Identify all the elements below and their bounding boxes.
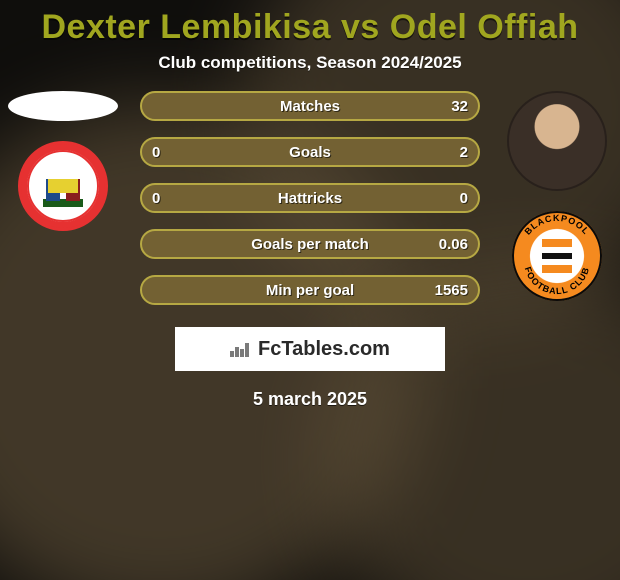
stat-right-value: 0.06 [439,236,468,253]
stat-bar: Min per goal 1565 [140,275,480,305]
svg-text:BLACKPOOL: BLACKPOOL [523,213,592,237]
stat-label: Matches [280,98,340,115]
stat-bar: Matches 32 [140,91,480,121]
barnsley-crest-icon [38,161,88,211]
stat-label: Goals per match [251,236,369,253]
stat-right-value: 1565 [435,282,468,299]
page-title: Dexter Lembikisa vs Odel Offiah [41,8,578,47]
blackpool-crest-icon [536,235,578,277]
brand-box: FcTables.com [175,327,445,371]
stat-left-value: 0 [152,190,160,207]
brand-chart-icon [230,341,252,357]
comparison-row: Matches 32 0 Goals 2 0 Hattricks 0 Goals per mat… [0,91,620,305]
content-root: Dexter Lembikisa vs Odel Offiah Club com… [0,0,620,580]
brand-text: FcTables.com [258,338,390,361]
stat-bar: 0 Hattricks 0 [140,183,480,213]
stat-right-value: 32 [451,98,468,115]
stat-left-value: 0 [152,144,160,161]
stat-right-value: 0 [460,190,468,207]
left-player-avatar [8,91,118,121]
right-club-badge: BLACKPOOL FOOTBALL CLUB [512,211,602,301]
right-player-column: BLACKPOOL FOOTBALL CLUB [502,91,612,301]
stat-label: Min per goal [266,282,354,299]
right-player-avatar [507,91,607,191]
page-subtitle: Club competitions, Season 2024/2025 [158,53,461,73]
stat-bar: 0 Goals 2 [140,137,480,167]
stat-bars: Matches 32 0 Goals 2 0 Hattricks 0 Goals per mat… [140,91,480,305]
stat-right-value: 2 [460,144,468,161]
stat-bar: Goals per match 0.06 [140,229,480,259]
generated-date: 5 march 2025 [253,389,367,410]
left-club-badge [18,141,108,231]
left-player-column [8,91,118,231]
stat-label: Hattricks [278,190,342,207]
stat-label: Goals [289,144,331,161]
